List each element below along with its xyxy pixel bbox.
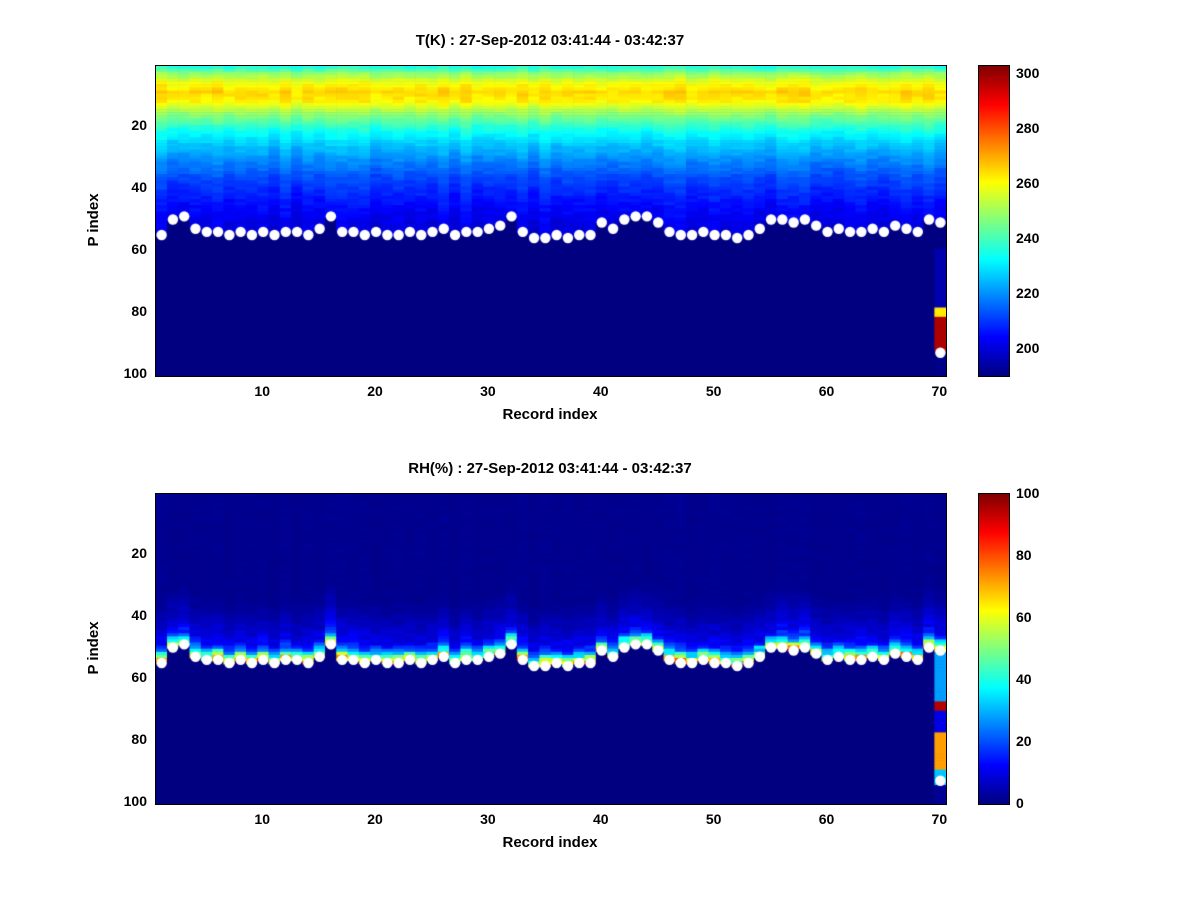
colorbar-gradient [979, 66, 1009, 376]
y-tick-label: 20 [131, 117, 147, 134]
y-tick-label: 100 [123, 365, 147, 382]
heatmap-canvas [156, 494, 946, 804]
humidity-heatmap-panel: RH(%) : 27-Sep-2012 03:41:44 - 03:42:37 … [0, 428, 1200, 868]
y-tick-label: 20 [131, 545, 147, 562]
x-axis-label: Record index [502, 834, 598, 851]
chart-title: T(K) : 27-Sep-2012 03:41:44 - 03:42:37 [415, 32, 685, 49]
y-axis-label: P index [85, 621, 102, 675]
x-tick-label: 20 [367, 811, 383, 827]
temperature-heatmap-panel: T(K) : 27-Sep-2012 03:41:44 - 03:42:37 P… [0, 0, 1200, 440]
colorbar-tick-label: 260 [1016, 174, 1040, 191]
x-tick-label: 40 [592, 383, 609, 399]
x-tick-label: 30 [480, 383, 496, 399]
x-tick-label: 30 [480, 811, 496, 827]
x-tick-label: 70 [931, 383, 948, 399]
colorbar-tick-label: 220 [1016, 284, 1040, 301]
colorbar-tick-label: 280 [1016, 120, 1040, 137]
y-axis-label: P index [85, 193, 102, 247]
colorbar-tick-label: 60 [1016, 609, 1032, 625]
y-tick-label: 60 [131, 669, 147, 686]
x-tick-label: 20 [367, 383, 383, 399]
y-tick-label: 60 [131, 241, 147, 258]
plot-area [155, 65, 947, 377]
colorbar-tick-label: 40 [1016, 671, 1032, 687]
x-tick-label: 60 [818, 811, 835, 827]
colorbar-gradient [979, 494, 1009, 804]
chart-title: RH(%) : 27-Sep-2012 03:41:44 - 03:42:37 [408, 460, 692, 477]
colorbar [978, 493, 1010, 805]
y-tick-label: 100 [123, 793, 147, 810]
x-tick-label: 10 [254, 811, 270, 827]
colorbar-tick-label: 20 [1016, 733, 1032, 749]
colorbar-tick-label: 100 [1016, 485, 1040, 501]
colorbar [978, 65, 1010, 377]
x-tick-label: 50 [705, 811, 722, 827]
colorbar-tick-label: 240 [1016, 229, 1040, 246]
x-tick-label: 70 [931, 811, 948, 827]
colorbar-tick-label: 300 [1016, 65, 1040, 82]
y-tick-label: 40 [131, 179, 147, 196]
colorbar-tick-label: 80 [1016, 547, 1032, 563]
x-tick-label: 40 [592, 811, 609, 827]
colorbar-tick-label: 200 [1016, 339, 1040, 356]
y-tick-label: 80 [131, 731, 147, 748]
colorbar-tick-label: 0 [1016, 795, 1024, 811]
x-tick-label: 60 [818, 383, 835, 399]
x-tick-label: 10 [254, 383, 270, 399]
y-tick-label: 80 [131, 303, 147, 320]
plot-area [155, 493, 947, 805]
y-tick-label: 40 [131, 607, 147, 624]
x-axis-label: Record index [502, 406, 598, 423]
heatmap-canvas [156, 66, 946, 376]
x-tick-label: 50 [705, 383, 722, 399]
